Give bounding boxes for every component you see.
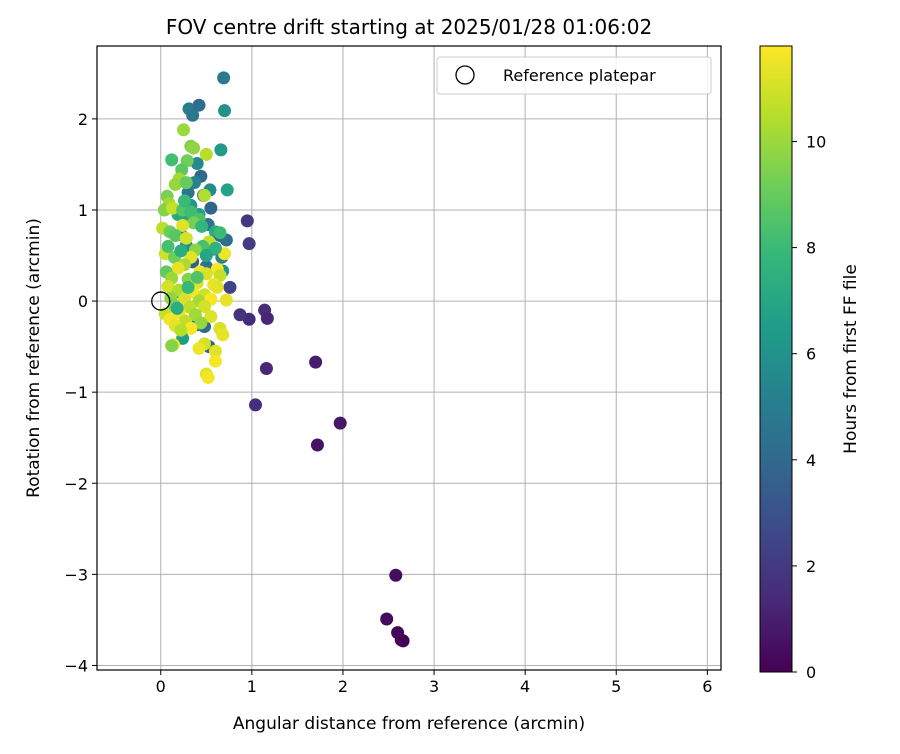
data-point — [199, 147, 213, 161]
x-tick-label: 5 — [611, 677, 621, 696]
colorbar-tick-label: 0 — [806, 663, 816, 682]
data-point — [217, 71, 231, 85]
data-point — [204, 201, 218, 215]
data-point — [259, 361, 273, 375]
data-point — [181, 280, 195, 294]
data-point — [260, 311, 274, 325]
data-point — [197, 188, 211, 202]
data-point — [161, 279, 175, 293]
data-point — [391, 626, 405, 640]
data-point — [219, 293, 233, 307]
data-point — [170, 301, 184, 315]
data-point — [177, 123, 191, 137]
y-tick-label: −2 — [64, 474, 88, 493]
data-point — [166, 201, 180, 215]
legend-label-reference: Reference platepar — [503, 66, 656, 85]
data-point — [249, 398, 263, 412]
grid-lines — [97, 46, 721, 670]
data-point — [192, 98, 206, 112]
colorbar-tick-label: 8 — [806, 239, 816, 258]
data-point — [242, 237, 256, 251]
colorbar-tick-label: 6 — [806, 345, 816, 364]
data-point — [177, 194, 191, 208]
data-point — [165, 339, 179, 353]
data-points — [156, 71, 410, 648]
data-point — [201, 371, 215, 385]
data-point — [220, 183, 234, 197]
y-tick-label: 1 — [78, 201, 88, 220]
data-point — [213, 226, 227, 240]
data-point — [187, 141, 201, 155]
data-point — [161, 239, 175, 253]
data-point — [333, 416, 347, 430]
y-tick-label: 2 — [78, 110, 88, 129]
data-point — [174, 323, 188, 337]
colorbar-label: Hours from first FF file — [841, 264, 861, 454]
colorbar-ticks: 0 2 4 6 8 10 — [792, 132, 826, 682]
data-point — [190, 270, 204, 284]
data-point — [179, 176, 193, 190]
y-tick-label: 0 — [78, 292, 88, 311]
data-point — [186, 108, 200, 122]
legend-marker-reference — [455, 65, 475, 85]
colorbar-tick-label: 4 — [806, 451, 816, 470]
data-point — [216, 328, 230, 342]
data-point — [168, 228, 182, 242]
legend: Reference platepar — [436, 56, 712, 95]
data-point — [240, 214, 254, 228]
chart-title: FOV centre drift starting at 2025/01/28 … — [166, 15, 652, 39]
data-point — [223, 280, 237, 294]
data-point — [165, 153, 179, 167]
data-point — [194, 316, 208, 330]
data-point — [310, 438, 324, 452]
colorbar-tick-label: 2 — [806, 557, 816, 576]
reference-layer — [151, 291, 171, 311]
data-point — [199, 249, 213, 263]
colorbar-tick-label: 10 — [806, 132, 826, 151]
data-point — [208, 354, 222, 368]
data-point — [389, 568, 403, 582]
y-tick-label: −4 — [64, 656, 88, 675]
data-point — [192, 341, 206, 355]
x-tick-label: 2 — [338, 677, 348, 696]
colorbar-gradient — [759, 45, 793, 673]
x-tick-label: 1 — [247, 677, 257, 696]
data-point — [174, 244, 188, 258]
legend-box — [436, 56, 712, 95]
y-axis-label: Rotation from reference (arcmin) — [24, 218, 44, 498]
x-tick-label: 6 — [702, 677, 712, 696]
y-axis-ticks: 2 1 0 −1 −2 −3 −4 — [64, 110, 97, 675]
y-tick-label: −1 — [64, 383, 88, 402]
data-point — [208, 241, 222, 255]
plot-frame — [96, 45, 722, 671]
x-tick-label: 4 — [520, 677, 530, 696]
data-point — [218, 104, 232, 118]
data-point — [184, 321, 198, 335]
data-point — [380, 612, 394, 626]
x-axis-label: Angular distance from reference (arcmin) — [233, 714, 585, 734]
colorbar: 0 2 4 6 8 10 Hours from first FF file — [759, 45, 861, 682]
data-point — [309, 355, 323, 369]
x-tick-label: 3 — [429, 677, 439, 696]
data-point — [195, 219, 209, 233]
reference-platepar-marker — [151, 291, 171, 311]
data-point — [213, 269, 227, 283]
x-tick-label: 0 — [156, 677, 166, 696]
data-point — [208, 344, 222, 358]
data-point — [179, 231, 193, 245]
x-axis-ticks: 0 1 2 3 4 5 6 — [156, 670, 712, 696]
data-point — [168, 177, 182, 191]
data-point — [204, 310, 218, 324]
data-point — [197, 300, 211, 314]
data-point — [171, 261, 185, 275]
data-point — [214, 143, 228, 157]
data-point — [176, 218, 190, 232]
data-point — [190, 157, 204, 171]
data-point — [233, 308, 247, 322]
y-tick-label: −3 — [64, 565, 88, 584]
data-point — [210, 280, 224, 294]
